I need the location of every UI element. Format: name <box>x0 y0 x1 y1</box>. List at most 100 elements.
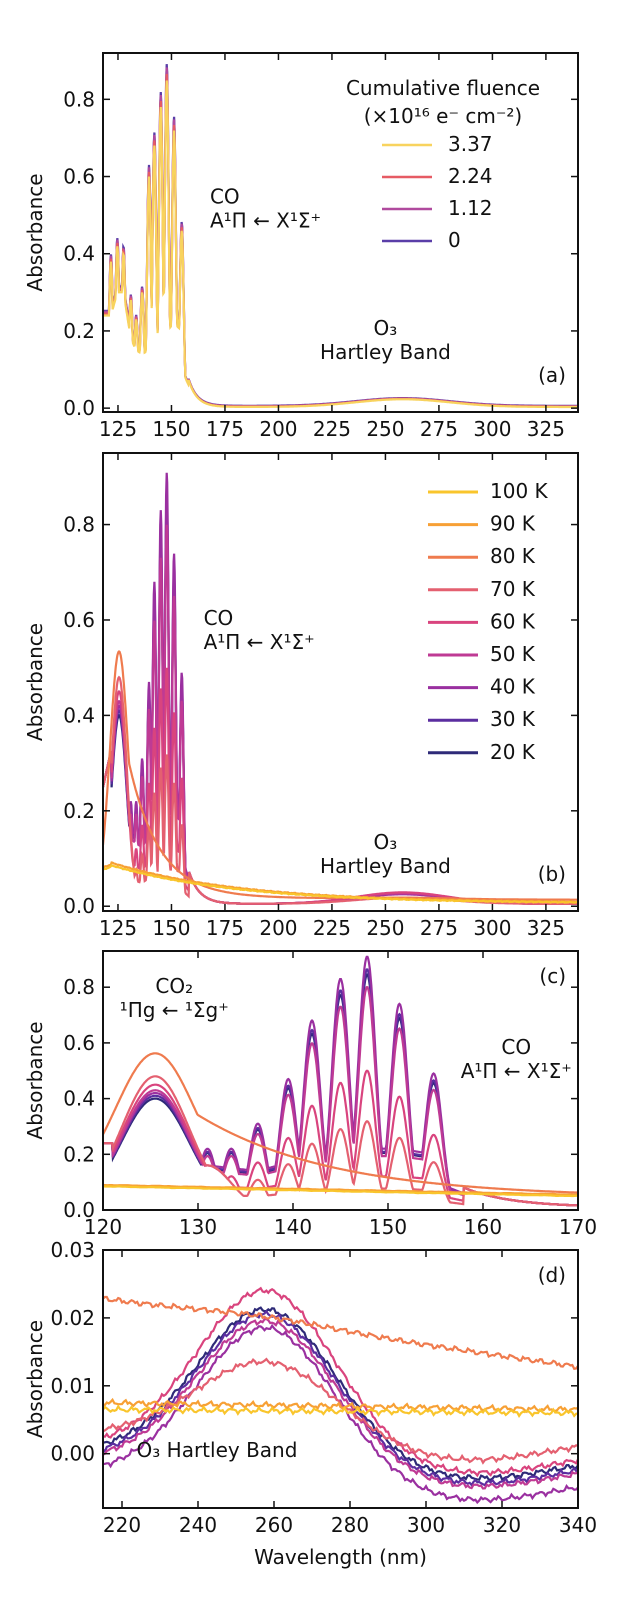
annotation-line: Hartley Band <box>320 340 451 364</box>
x-tick-label: 300 <box>473 916 511 940</box>
legend-label: 3.37 <box>448 132 493 156</box>
legend-label: 40 K <box>490 675 536 699</box>
annotation-line: CO <box>204 606 234 630</box>
annotation-line: CO <box>501 1035 531 1059</box>
series-line <box>103 1075 578 1207</box>
legend-title: (×10¹⁶ e⁻ cm⁻²) <box>364 104 522 128</box>
y-tick-label: 0.8 <box>63 513 95 537</box>
legend: Cumulative fluence (×10¹⁶ e⁻ cm⁻²) 3.37 2.2… <box>346 76 540 252</box>
legend-label: 30 K <box>490 707 536 731</box>
legend-label: 80 K <box>490 544 536 568</box>
series-line <box>103 1306 578 1481</box>
x-tick-label: 160 <box>464 1215 502 1239</box>
series-line <box>103 1357 578 1465</box>
x-tick-label: 120 <box>84 1215 122 1239</box>
axes-frame <box>102 452 579 912</box>
x-tick-label: 175 <box>206 417 244 441</box>
y-tick-label: 0.6 <box>63 1031 95 1055</box>
x-tick-label: 125 <box>99 417 137 441</box>
x-tick-label: 275 <box>420 916 458 940</box>
x-tick-label: 200 <box>259 916 297 940</box>
plot-area <box>103 472 578 905</box>
y-axis-label: Absorbance <box>23 1320 47 1438</box>
legend-label: 90 K <box>490 512 536 536</box>
plot-area <box>103 64 578 409</box>
y-axis-label: Absorbance <box>23 623 47 741</box>
series-line <box>103 1323 578 1505</box>
x-tick-label: 150 <box>152 916 190 940</box>
plot-area <box>103 955 578 1207</box>
y-tick-label: 0.00 <box>50 1442 95 1466</box>
y-tick-label: 0.2 <box>63 799 95 823</box>
x-tick-label: 170 <box>559 1215 597 1239</box>
panel-tag: (a) <box>538 363 566 387</box>
y-tick-label: 0.4 <box>63 1087 95 1111</box>
x-tick-label: 175 <box>206 916 244 940</box>
annotation-line: A¹Π ← X¹Σ⁺ <box>204 630 315 654</box>
x-tick-label: 225 <box>313 916 351 940</box>
legend-label: 70 K <box>490 577 536 601</box>
panel-0: 125 150 175 200 225 250 275 300 325 0.0 0.2 0.4 0.6 0… <box>23 52 579 441</box>
series-line <box>103 1317 578 1490</box>
annotation-line: O₃ Hartley Band <box>137 1438 298 1462</box>
legend-label: 1.12 <box>448 196 493 220</box>
annotation-line: A¹Π ← X¹Σ⁺ <box>210 209 321 233</box>
series-line <box>103 1404 578 1419</box>
legend-label: 2.24 <box>448 164 493 188</box>
legend-label: 20 K <box>490 740 536 764</box>
series-line <box>103 1286 578 1478</box>
y-tick-label: 0.0 <box>63 1198 95 1222</box>
x-tick-label: 320 <box>483 1513 521 1537</box>
series-line <box>103 1183 578 1196</box>
legend-label: 60 K <box>490 609 536 633</box>
annotation-line: O₃ <box>374 830 398 854</box>
y-tick-label: 0.4 <box>63 242 95 266</box>
x-tick-label: 130 <box>179 1215 217 1239</box>
x-tick-label: 240 <box>179 1513 217 1537</box>
x-tick-label: 280 <box>331 1513 369 1537</box>
x-tick-label: 325 <box>527 417 565 441</box>
x-tick-label: 125 <box>99 916 137 940</box>
y-tick-label: 0.2 <box>63 319 95 343</box>
annotation-line: CO <box>210 185 240 209</box>
series-line <box>103 1185 578 1198</box>
series-line <box>103 1069 578 1207</box>
axes-frame <box>102 1249 579 1509</box>
series-line <box>103 1295 578 1371</box>
x-tick-label: 150 <box>152 417 190 441</box>
x-tick-label: 140 <box>274 1215 312 1239</box>
x-tick-label: 340 <box>559 1513 597 1537</box>
plot-area <box>103 1286 578 1505</box>
series-line <box>103 1309 578 1487</box>
annotation-line: CO₂ <box>155 974 193 998</box>
annotation-line: O₃ <box>374 316 398 340</box>
y-tick-label: 0.0 <box>63 396 95 420</box>
y-axis-label: Absorbance <box>23 1021 47 1139</box>
series-line <box>103 80 578 409</box>
x-tick-label: 275 <box>420 417 458 441</box>
x-tick-label: 325 <box>527 916 565 940</box>
x-tick-label: 250 <box>366 916 404 940</box>
legend-label: 0 <box>448 228 461 252</box>
y-tick-label: 0.4 <box>63 703 95 727</box>
panel-tag: (d) <box>538 1263 566 1287</box>
panel-3: 220 240 260 280 300 320 340 0.00 0.01 0.02 0.03 Abs… <box>23 1238 597 1569</box>
y-tick-label: 0.6 <box>63 608 95 632</box>
annotation-line: A¹Π ← X¹Σ⁺ <box>461 1059 572 1083</box>
annotation-line: ¹Πg ← ¹Σg⁺ <box>120 998 229 1022</box>
x-tick-label: 150 <box>369 1215 407 1239</box>
y-tick-label: 0.01 <box>50 1374 95 1398</box>
x-tick-label: 260 <box>255 1513 293 1537</box>
x-tick-label: 225 <box>313 417 351 441</box>
x-tick-label: 200 <box>259 417 297 441</box>
legend: 100 K 90 K 80 K 70 K 60 K 50 K 40 K 30 K 20 K <box>428 479 549 764</box>
series-line <box>103 1052 578 1194</box>
panel-tag: (c) <box>539 964 566 988</box>
